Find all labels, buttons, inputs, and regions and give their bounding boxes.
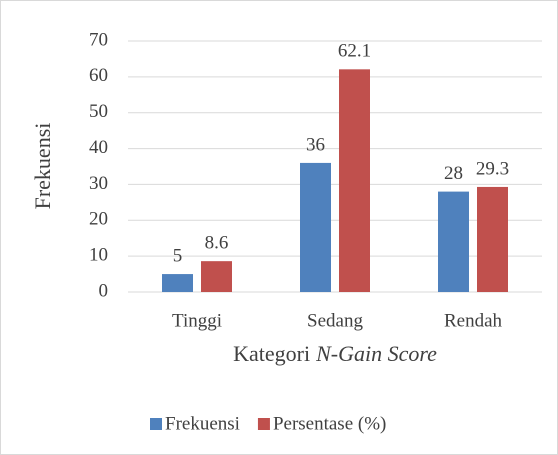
y-tick-label: 50 bbox=[89, 101, 108, 122]
data-label: 62.1 bbox=[338, 41, 371, 62]
legend-swatch bbox=[150, 418, 162, 430]
y-tick-label: 20 bbox=[89, 209, 108, 230]
y-tick-label: 0 bbox=[99, 280, 109, 301]
y-tick-label: 30 bbox=[89, 173, 108, 194]
bar bbox=[162, 274, 193, 292]
data-label: 36 bbox=[306, 134, 325, 155]
bar bbox=[438, 191, 469, 292]
legend-label: Frekuensi bbox=[165, 413, 240, 434]
data-label: 28 bbox=[444, 163, 463, 184]
bar bbox=[339, 69, 370, 292]
data-label: 29.3 bbox=[476, 158, 509, 179]
y-tick-label: 70 bbox=[89, 29, 108, 50]
y-tick-label: 40 bbox=[89, 137, 108, 158]
x-tick-label: Sedang bbox=[307, 310, 363, 331]
x-axis-label-part: N-Gain Score bbox=[315, 341, 437, 366]
x-tick-label: Tinggi bbox=[172, 310, 222, 331]
x-axis-label-part: Kategori bbox=[233, 341, 310, 366]
bar bbox=[201, 261, 232, 292]
y-axis-label: Frekuensi bbox=[30, 123, 55, 210]
x-axis-label: Kategori N-Gain Score bbox=[233, 341, 437, 366]
y-tick-label: 10 bbox=[89, 245, 108, 266]
data-label: 5 bbox=[173, 245, 183, 266]
bar bbox=[477, 186, 508, 292]
bar bbox=[300, 162, 331, 292]
legend-swatch bbox=[257, 418, 270, 430]
legend-label: Persentase (%) bbox=[273, 413, 386, 434]
data-label: 8.6 bbox=[205, 233, 229, 254]
y-tick-label: 60 bbox=[89, 65, 108, 86]
x-tick-label: Rendah bbox=[444, 310, 503, 331]
